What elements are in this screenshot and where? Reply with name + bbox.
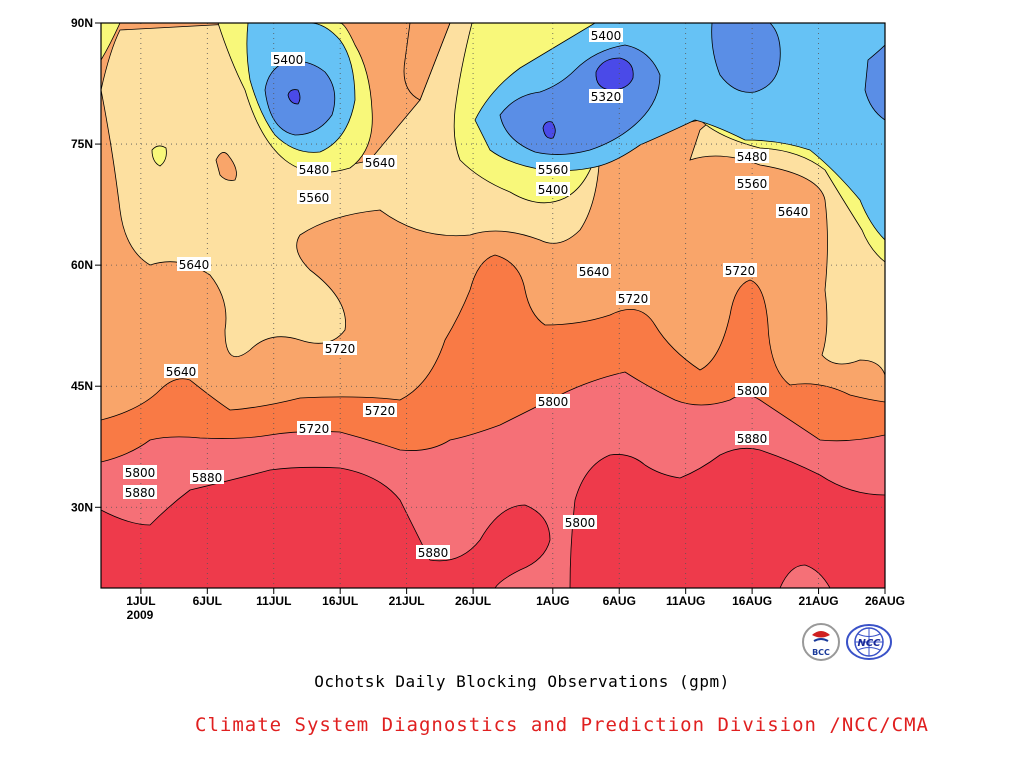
contour-label-bg: [177, 257, 211, 271]
contour-region-below_5320: [287, 89, 301, 105]
x-tick-label: 1JUL: [126, 594, 155, 608]
contour-label: 5640: [579, 265, 610, 279]
contour-label: 5560: [299, 191, 330, 205]
y-tick-label: 30N: [71, 500, 93, 514]
contour-label-bg: [271, 52, 305, 66]
contour-label-bg: [536, 162, 570, 176]
x-tick-label: 16JUL: [322, 594, 358, 608]
contour-label: 5480: [737, 150, 768, 164]
contour-label-bg: [536, 394, 570, 408]
x-tick-label: 21AUG: [799, 594, 839, 608]
x-tick-label: 6AUG: [603, 594, 636, 608]
contour-region-5480_5560: [151, 145, 167, 167]
contour-label-bg: [735, 383, 769, 397]
x-tick-label: 6JUL: [193, 594, 222, 608]
contour-label-bg: [589, 89, 623, 103]
contour-label-bg: [297, 190, 331, 204]
contour-label-bg: [735, 431, 769, 445]
contour-region-below_5320: [542, 121, 556, 139]
contour-label: 5560: [538, 163, 569, 177]
x-tick-label: 21JUL: [389, 594, 425, 608]
contour-label: 5640: [778, 205, 809, 219]
contour-label: 5640: [365, 156, 396, 170]
x-tick-label: 1AUG: [536, 594, 569, 608]
contour-label: 5800: [737, 384, 768, 398]
y-tick-label: 90N: [71, 16, 93, 30]
y-tick-label: 45N: [71, 379, 93, 393]
contour-label-bg: [123, 485, 157, 499]
contour-label-bg: [190, 470, 224, 484]
x-tick-label: 11JUL: [256, 594, 291, 608]
contour-label: 5880: [125, 486, 156, 500]
contour-region-5320_5400: [711, 23, 781, 93]
contour-label: 5720: [325, 342, 356, 356]
contour-label: 5880: [737, 432, 768, 446]
contour-region-below_5320: [595, 57, 634, 91]
contour-label: 5880: [418, 546, 449, 560]
contour-label: 5640: [166, 365, 197, 379]
y-axis-ticks: 30N 45N 60N 75N 90N: [71, 16, 101, 514]
contour-label: 5560: [737, 177, 768, 191]
contour-label-bg: [323, 341, 357, 355]
y-tick-label: 75N: [71, 137, 93, 151]
contour-label: 5400: [273, 53, 304, 67]
y-tick-label: 60N: [71, 258, 93, 272]
x-tick-label: 11AUG: [666, 594, 705, 608]
chart-caption: Ochotsk Daily Blocking Observations (gpm…: [314, 672, 730, 691]
contour-label-bg: [123, 465, 157, 479]
contour-label-bg: [735, 149, 769, 163]
contour-label: 5640: [179, 258, 210, 272]
contour-label-bg: [577, 264, 611, 278]
contour-label-bg: [536, 182, 570, 196]
contour-label-bg: [589, 28, 623, 42]
bcc-logo-text: BCC: [812, 648, 830, 657]
contour-label-bg: [363, 155, 397, 169]
contour-region-above_5880: [569, 447, 885, 588]
contour-fills: [101, 23, 885, 588]
ncc-logo: NCC: [845, 622, 893, 662]
contour-label: 5720: [618, 292, 649, 306]
ncc-logo-text: NCC: [857, 638, 881, 649]
contour-label: 5880: [192, 471, 223, 485]
contour-label-bg: [616, 291, 650, 305]
plot-frame: [100, 22, 886, 589]
contour-label-bg: [776, 204, 810, 218]
contour-region-5800_5880: [779, 564, 831, 588]
contour-region-above_5880: [101, 466, 551, 588]
contour-label-bg: [735, 176, 769, 190]
contour-label: 5720: [725, 264, 756, 278]
x-tick-label: 26AUG: [865, 594, 905, 608]
contour-region-5320_5400: [864, 44, 885, 121]
contour-label-bg: [416, 545, 450, 559]
contour-label: 5800: [538, 395, 569, 409]
contour-label-bg: [363, 403, 397, 417]
x-tick-label: 26JUL: [455, 594, 491, 608]
x-axis-ticks: 1JUL 6JUL 11JUL 16JUL 21JUL 26JUL 1AUG 6AUG 11AU…: [126, 588, 905, 608]
contour-label: 5720: [299, 422, 330, 436]
contour-label: 5480: [299, 163, 330, 177]
contour-label-bg: [297, 421, 331, 435]
contour-label: 5720: [365, 404, 396, 418]
contour-label: 5320: [591, 90, 622, 104]
bcc-logo: BCC: [801, 622, 841, 662]
contour-label: 5800: [125, 466, 156, 480]
contour-label: 5800: [565, 516, 596, 530]
contour-label-bg: [563, 515, 597, 529]
contour-label: 5400: [538, 183, 569, 197]
x-tick-label: 16AUG: [732, 594, 772, 608]
credit-line: Climate System Diagnostics and Predictio…: [195, 714, 929, 736]
contour-region-5640_5720: [403, 23, 451, 101]
contour-label: 5400: [591, 29, 622, 43]
x-year-label: 2009: [127, 608, 154, 622]
contour-label-bg: [723, 263, 757, 277]
contour-labels: 5400 5480 5560 5640 5320 5400 5480 5560 5400 5640…: [123, 28, 810, 560]
contour-region-5640_5720: [215, 152, 237, 181]
contour-label-bg: [297, 162, 331, 176]
contour-label-bg: [164, 364, 198, 378]
